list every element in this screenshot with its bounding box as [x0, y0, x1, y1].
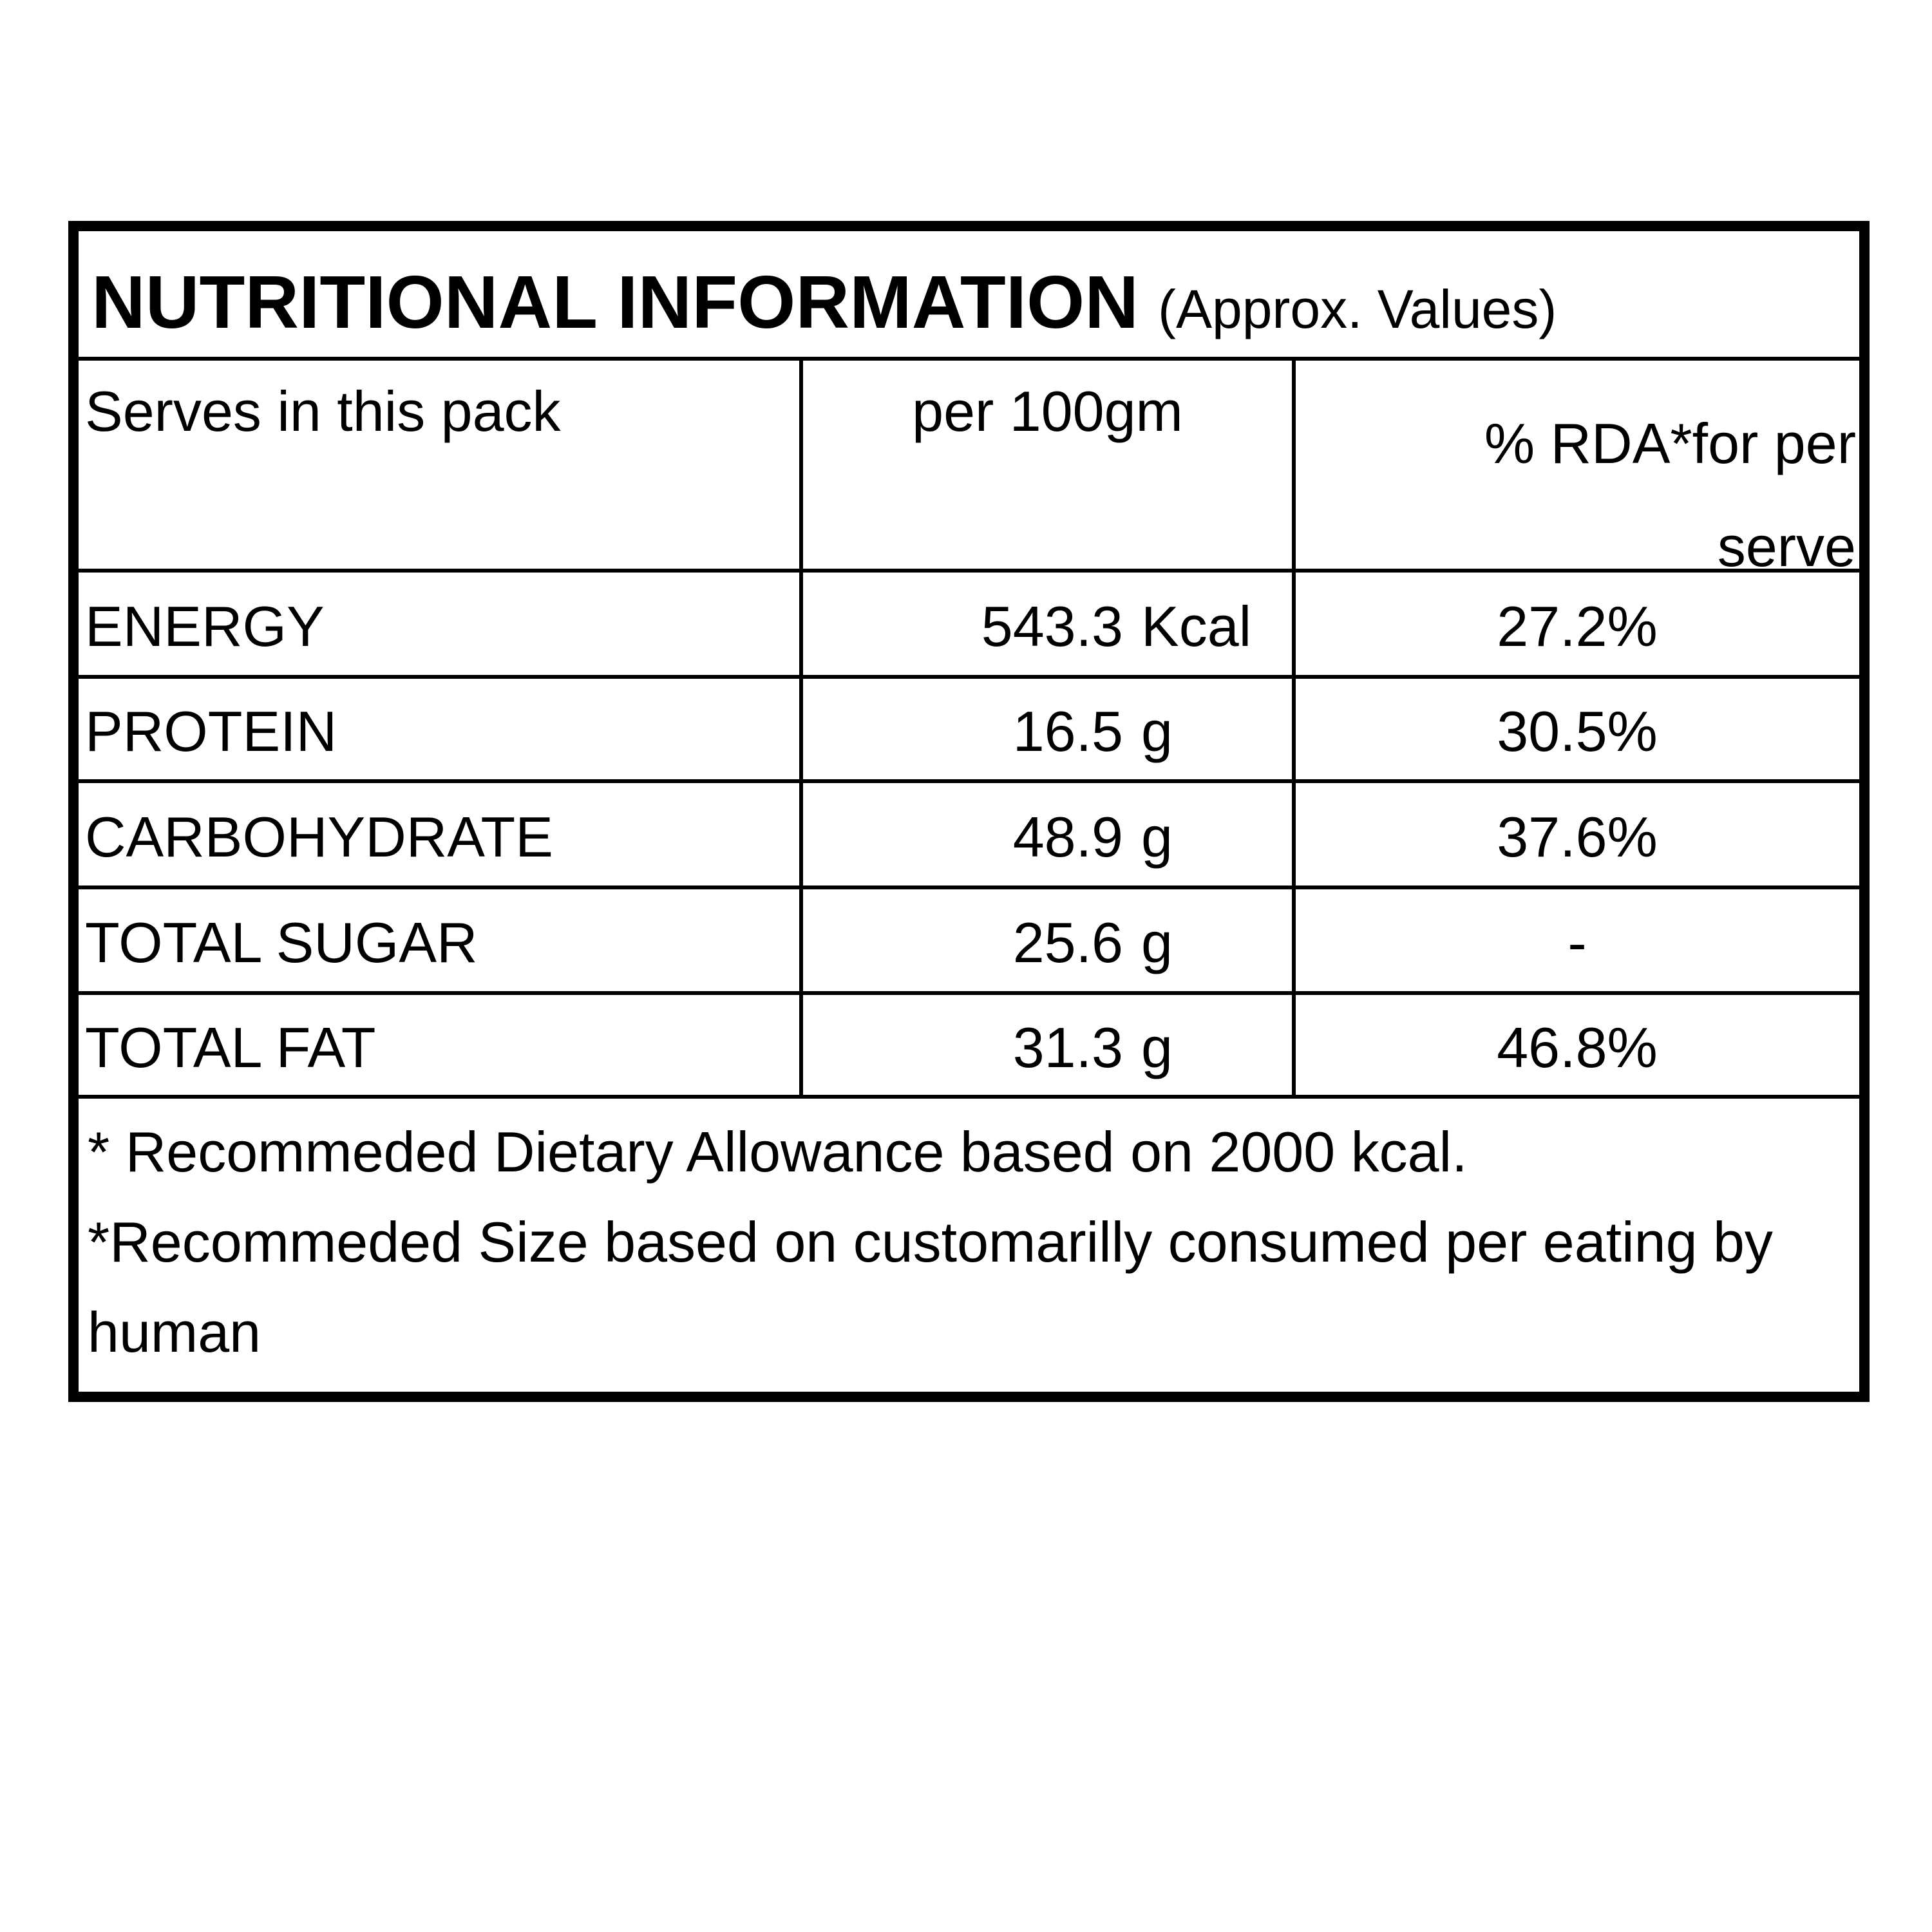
unit: g	[1141, 699, 1173, 763]
title-row: NUTRITIONAL INFORMATION (Approx. Values)	[91, 257, 1557, 354]
nutrient-name: PROTEIN	[85, 699, 337, 763]
amount: 25.6	[1012, 911, 1123, 974]
amount: 48.9	[1012, 804, 1123, 869]
footnotes: * Recommeded Dietary Allowance based on …	[88, 1107, 1826, 1378]
rda-percent: -	[1567, 911, 1587, 974]
unit: g	[1141, 911, 1173, 974]
amount: 16.5	[1012, 699, 1123, 763]
nutrient-name: CARBOHYDRATE	[85, 804, 553, 869]
rda-percent: 30.5%	[1497, 699, 1658, 763]
row-divider	[79, 357, 1859, 361]
rda-percent: 46.8%	[1497, 1015, 1658, 1079]
footnote: *Recommeded Size based on customarilly c…	[88, 1210, 1773, 1364]
column-divider	[1292, 359, 1296, 1097]
column-header: % RDA*for per serve	[1484, 412, 1856, 578]
rda-percent: 27.2%	[1497, 594, 1658, 658]
nutrient-name: TOTAL SUGAR	[85, 911, 478, 974]
unit: Kcal	[1141, 594, 1252, 658]
amount: 31.3	[1012, 1015, 1123, 1079]
row-divider	[79, 675, 1859, 679]
column-divider	[799, 359, 803, 1097]
column-header: Serves in this pack	[85, 379, 561, 443]
row-divider	[79, 886, 1859, 889]
column-header: per 100gm	[912, 379, 1183, 443]
subtitle: (Approx. Values)	[1157, 279, 1557, 339]
nutrient-name: ENERGY	[85, 594, 325, 658]
unit: g	[1141, 804, 1173, 869]
nutrition-table: NUTRITIONAL INFORMATION (Approx. Values) …	[68, 221, 1870, 1402]
title: NUTRITIONAL INFORMATION	[91, 260, 1139, 344]
unit: g	[1141, 1015, 1173, 1079]
row-divider	[79, 779, 1859, 783]
rda-percent: 37.6%	[1497, 804, 1658, 869]
row-divider	[79, 569, 1859, 573]
amount: 543.3	[981, 594, 1123, 658]
nutrient-name: TOTAL FAT	[85, 1015, 376, 1079]
row-divider	[79, 991, 1859, 995]
footnote: * Recommeded Dietary Allowance based on …	[88, 1120, 1468, 1184]
row-divider	[79, 1095, 1859, 1099]
